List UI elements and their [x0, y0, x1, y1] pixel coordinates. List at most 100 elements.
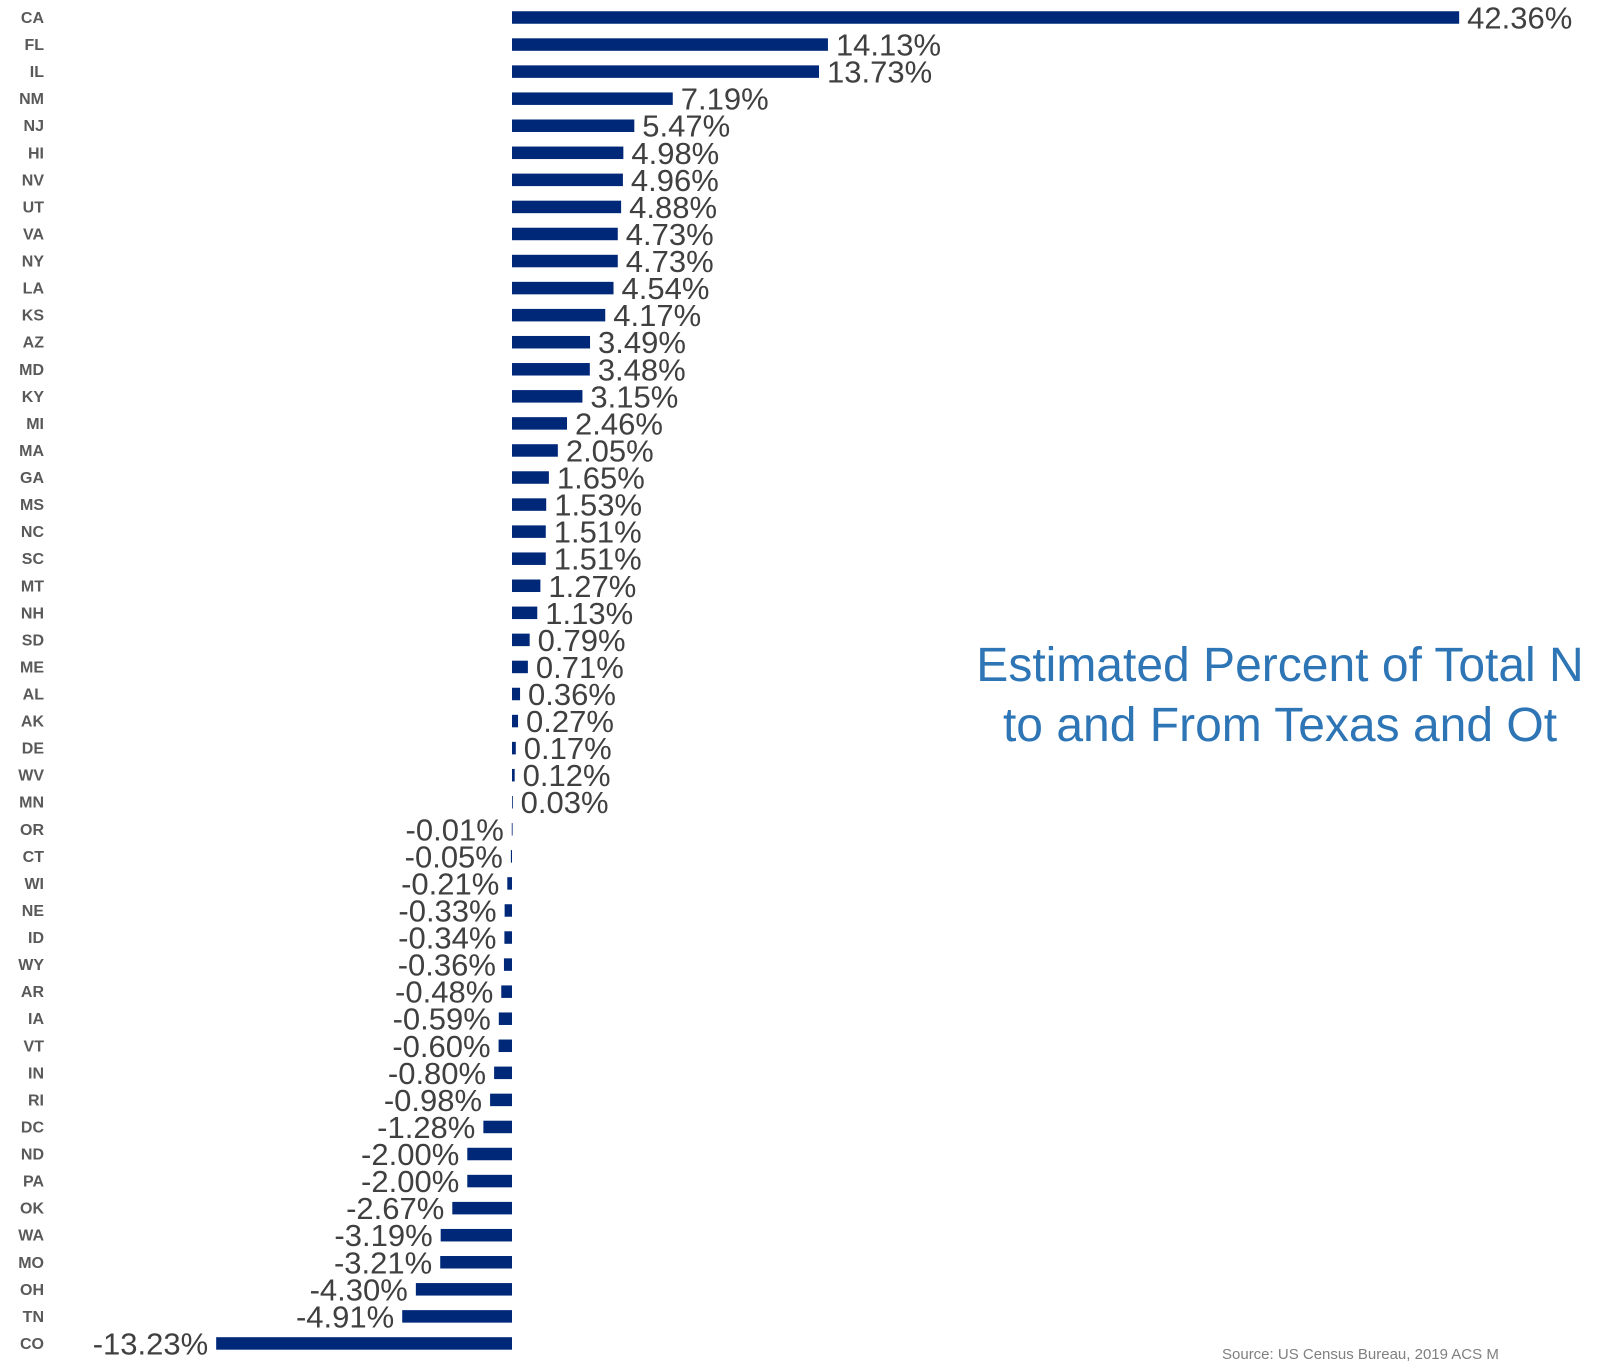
bar-ia	[498, 1012, 512, 1025]
bar-sd	[512, 633, 530, 647]
category-label-de: DE	[22, 741, 45, 758]
data-label-ca: 42.36%	[1467, 1, 1572, 36]
category-label-md: MD	[19, 362, 44, 379]
bar-ga	[512, 471, 549, 484]
bar-ut	[512, 200, 622, 214]
chart-title: Estimated Percent of Total N to and From…	[976, 639, 1584, 752]
bar-in	[494, 1066, 512, 1080]
category-label-ms: MS	[20, 497, 44, 514]
data-label-mt: 1.27%	[548, 569, 636, 604]
data-label-ar: -0.48%	[395, 975, 493, 1010]
data-label-tn: -4.91%	[296, 1299, 394, 1334]
bar-ak	[512, 714, 519, 728]
bar-ma	[512, 444, 558, 457]
category-label-id: ID	[28, 930, 44, 947]
category-label-wy: WY	[18, 957, 44, 974]
category-label-or: OR	[20, 822, 44, 839]
data-label-hi: 4.98%	[631, 136, 719, 171]
category-label-ak: AK	[21, 714, 45, 731]
bar-al	[512, 687, 521, 701]
category-label-ia: IA	[28, 1011, 44, 1028]
category-label-nm: NM	[19, 91, 44, 108]
category-label-pa: PA	[23, 1174, 44, 1191]
data-label-ok: -2.67%	[346, 1191, 444, 1226]
data-label-ma: 2.05%	[566, 433, 654, 468]
data-label-wi: -0.21%	[401, 866, 499, 901]
category-label-wi: WI	[24, 876, 44, 893]
bar-oh	[415, 1283, 512, 1296]
data-label-wy: -0.36%	[398, 948, 496, 983]
data-label-dc: -1.28%	[377, 1110, 475, 1145]
bar-nm	[512, 92, 673, 105]
category-label-dc: DC	[21, 1119, 45, 1136]
data-label-fl: 14.13%	[836, 28, 941, 63]
category-label-ma: MA	[19, 443, 44, 460]
category-label-la: LA	[23, 281, 45, 298]
data-label-ny: 4.73%	[626, 244, 714, 279]
bar-nc	[512, 525, 546, 538]
data-label-in: -0.80%	[388, 1056, 486, 1091]
category-label-ne: NE	[22, 903, 45, 920]
bar-la	[512, 281, 614, 295]
bar-nv	[512, 173, 623, 187]
bar-wv	[512, 768, 515, 782]
bar-mn	[512, 795, 513, 809]
bar-co	[216, 1337, 513, 1350]
data-label-md: 3.48%	[598, 352, 686, 387]
bar-wa	[440, 1228, 512, 1242]
bar-or	[511, 823, 513, 836]
data-label-ak: 0.27%	[526, 704, 614, 739]
category-label-nd: ND	[21, 1147, 44, 1164]
data-label-ky: 3.15%	[590, 379, 678, 414]
bar-wy	[503, 958, 512, 971]
data-label-ut: 4.88%	[629, 190, 717, 225]
bar-nj	[512, 119, 635, 132]
bar-ri	[490, 1093, 512, 1107]
data-label-mi: 2.46%	[575, 406, 663, 441]
data-label-mo: -3.21%	[334, 1245, 432, 1280]
category-label-vt: VT	[24, 1038, 45, 1055]
data-label-or: -0.01%	[406, 812, 504, 847]
data-label-az: 3.49%	[598, 325, 686, 360]
data-label-ks: 4.17%	[613, 298, 701, 333]
bar-de	[512, 741, 516, 755]
category-label-ky: KY	[22, 389, 45, 406]
category-label-tn: TN	[23, 1309, 44, 1326]
data-label-ia: -0.59%	[393, 1002, 491, 1037]
bar-az	[512, 335, 591, 349]
category-label-ut: UT	[23, 199, 45, 216]
data-label-la: 4.54%	[622, 271, 710, 306]
category-label-me: ME	[20, 659, 44, 676]
source-note: Source: US Census Bureau, 2019 ACS M	[1222, 1346, 1499, 1363]
data-label-ga: 1.65%	[557, 461, 645, 496]
category-label-co: CO	[20, 1336, 44, 1353]
category-label-mn: MN	[19, 795, 44, 812]
category-label-in: IN	[28, 1065, 44, 1082]
bar-ct	[510, 850, 512, 863]
category-label-nj: NJ	[24, 118, 44, 135]
category-label-va: VA	[23, 226, 44, 243]
data-label-va: 4.73%	[626, 217, 714, 252]
bar-ca	[512, 11, 1460, 24]
bar-me	[512, 660, 528, 674]
category-label-fl: FL	[24, 37, 44, 54]
data-label-il: 13.73%	[827, 55, 932, 90]
bar-dc	[483, 1120, 512, 1134]
data-label-nd: -2.00%	[361, 1137, 459, 1172]
category-label-mt: MT	[21, 578, 44, 595]
data-label-oh: -4.30%	[310, 1272, 408, 1307]
bar-va	[512, 227, 618, 241]
data-label-nj: 5.47%	[642, 109, 730, 144]
category-label-hi: HI	[28, 145, 44, 162]
bar-sc	[512, 552, 546, 565]
category-label-nh: NH	[21, 605, 44, 622]
category-label-ny: NY	[22, 254, 45, 271]
bar-ok	[452, 1201, 512, 1215]
data-label-ct: -0.05%	[405, 839, 503, 874]
bar-vt	[498, 1039, 512, 1053]
data-label-sd: 0.79%	[538, 623, 626, 658]
data-label-me: 0.71%	[536, 650, 624, 685]
bar-il	[512, 65, 820, 78]
category-label-ca: CA	[21, 10, 45, 27]
bar-ky	[512, 390, 583, 403]
